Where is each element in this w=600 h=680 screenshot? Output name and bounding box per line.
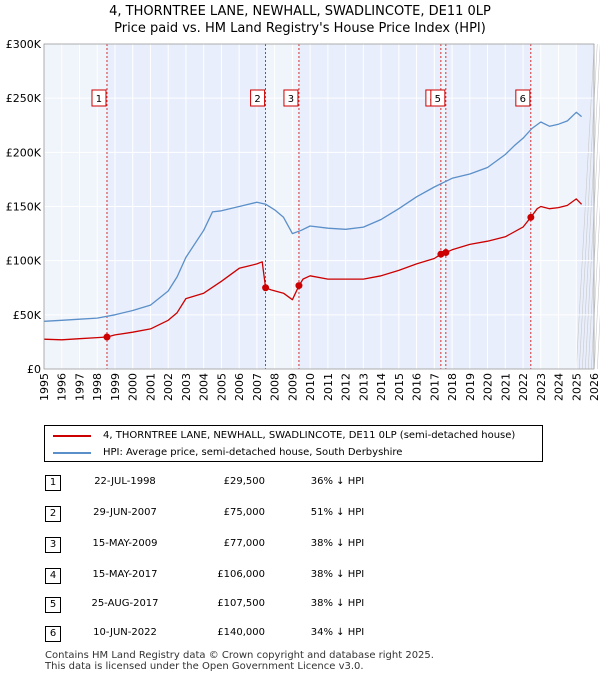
x-tick-label: 2018 [446,373,459,401]
sale-point [527,213,535,221]
chart-legend: 4, THORNTREE LANE, NEWHALL, SWADLINCOTE,… [44,425,543,462]
transaction-marker: 4 [45,568,61,584]
transaction-marker: 3 [45,537,61,553]
x-tick-label: 2017 [428,373,441,401]
y-tick-label: £100K [6,255,42,268]
x-tick-label: 2016 [411,373,424,401]
sale-label-box [91,89,107,107]
transaction-date: 22-JUL-1998 [94,476,156,487]
x-tick-label: 2006 [233,373,246,401]
transaction-hpi: 38% ↓ HPI [310,538,365,549]
sale-label-box [250,89,266,107]
transaction-hpi: 34% ↓ HPI [310,627,365,638]
x-tick-label: 2011 [322,373,335,401]
transaction-marker: 6 [45,626,61,642]
transaction-marker: 2 [45,506,61,522]
x-tick-label: 2024 [553,373,566,401]
sale-label-box [283,89,299,107]
legend-swatch-hpi [53,452,91,454]
table-row: 2 29-JUN-2007 £75,000 51% ↓ HPI [0,503,600,525]
sale-label-box [430,89,446,107]
y-tick-label: £200K [6,146,42,159]
hatch-line [593,259,600,370]
x-tick-label: 2004 [198,373,211,401]
legend-label-price: 4, THORNTREE LANE, NEWHALL, SWADLINCOTE,… [103,430,516,441]
x-tick-label: 1998 [91,373,104,401]
transaction-date: 10-JUN-2022 [93,627,157,638]
sale-label: 5 [435,94,441,105]
x-tick-label: 2014 [375,373,388,401]
sale-point [262,284,270,292]
footer-copyright: Contains HM Land Registry data © Crown c… [45,650,434,661]
table-row: 4 15-MAY-2017 £106,000 38% ↓ HPI [0,565,600,587]
x-tick-label: 2023 [535,373,548,401]
x-tick-label: 2000 [127,373,140,401]
y-tick-label: £150K [6,201,42,214]
hpi-line [43,111,583,322]
sale-label: 3 [288,94,294,105]
transaction-price: £106,000 [217,569,265,580]
transaction-marker: 5 [45,597,61,613]
x-tick-label: 2007 [251,373,264,401]
sale-label-box [515,89,531,107]
footer-attribution: Contains HM Land Registry data © Crown c… [45,650,434,672]
x-tick-label: 2010 [304,373,317,401]
y-tick-label: £0 [27,363,41,376]
sale-label: 2 [254,94,260,105]
transaction-hpi: 51% ↓ HPI [310,507,365,518]
x-tick-label: 2019 [464,373,477,401]
y-tick-label: £300K [6,38,42,51]
chart-title-line1: 4, THORNTREE LANE, NEWHALL, SWADLINCOTE,… [109,4,491,19]
table-row: 1 22-JUL-1998 £29,500 36% ↓ HPI [0,472,600,494]
x-tick-label: 2008 [269,373,282,401]
x-tick-label: 1997 [73,373,86,401]
x-tick-label: 2015 [393,373,406,401]
x-tick-label: 2021 [499,373,512,401]
table-row: 6 10-JUN-2022 £140,000 34% ↓ HPI [0,623,600,645]
transaction-marker: 1 [45,475,61,491]
transaction-date: 15-MAY-2009 [92,538,158,549]
transaction-price: £29,500 [223,476,265,487]
transaction-hpi: 38% ↓ HPI [310,569,365,580]
table-row: 3 15-MAY-2009 £77,000 38% ↓ HPI [0,534,600,556]
x-tick-label: 2026 [588,373,600,401]
x-tick-label: 2025 [570,373,583,401]
sale-label: 1 [96,94,102,105]
price-chart: 123456£0£50K£100K£150K£200K£250K£300K199… [6,38,600,401]
x-tick-label: 1996 [56,373,69,401]
x-tick-label: 1995 [38,373,51,401]
transaction-price: £107,500 [217,598,265,609]
x-tick-label: 2001 [144,373,157,401]
footer-licence: This data is licensed under the Open Gov… [45,661,364,672]
price-paid-line [43,198,583,341]
x-tick-label: 1999 [109,373,122,401]
transaction-hpi: 36% ↓ HPI [310,476,365,487]
legend-label-hpi: HPI: Average price, semi-detached house,… [103,447,403,458]
sale-point [103,333,111,341]
transaction-price: £77,000 [223,538,265,549]
chart-title-line2: Price paid vs. HM Land Registry's House … [114,21,486,36]
x-tick-label: 2022 [517,373,530,401]
sale-point [442,249,450,257]
transaction-date: 15-MAY-2017 [92,569,158,580]
transaction-price: £75,000 [223,507,265,518]
x-tick-label: 2012 [340,373,353,401]
y-tick-label: £50K [13,309,42,322]
x-tick-label: 2003 [180,373,193,401]
transaction-price: £140,000 [217,627,265,638]
x-tick-label: 2005 [215,373,228,401]
sale-point [295,282,303,290]
transaction-date: 29-JUN-2007 [93,507,157,518]
y-tick-label: £250K [6,92,42,105]
transaction-date: 25-AUG-2017 [91,598,159,609]
x-tick-label: 2013 [357,373,370,401]
table-row: 5 25-AUG-2017 £107,500 38% ↓ HPI [0,594,600,616]
sale-label: 6 [520,94,526,105]
transaction-hpi: 38% ↓ HPI [310,598,365,609]
x-tick-label: 2009 [286,373,299,401]
legend-swatch-price [53,435,91,437]
x-tick-label: 2002 [162,373,175,401]
plot-border [43,43,595,370]
x-tick-label: 2020 [482,373,495,401]
